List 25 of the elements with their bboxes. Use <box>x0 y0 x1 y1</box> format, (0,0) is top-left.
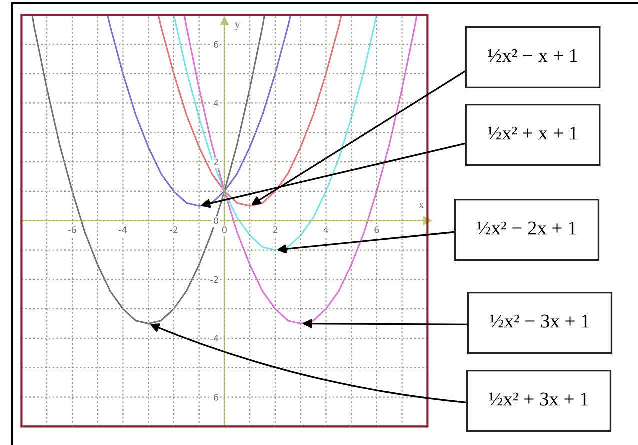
line-series <box>158 15 342 207</box>
y-tick-label: -2 <box>210 276 218 284</box>
x-axis-title: x <box>418 203 424 208</box>
x-tick-label: 4 <box>324 226 329 234</box>
y-tick-label: -6 <box>210 394 219 401</box>
x-tick-label: 0 <box>222 226 227 234</box>
y-tick-label: 6 <box>214 41 219 48</box>
annotation: ½x² + x + 1 <box>488 126 578 140</box>
annotation: ½x² − x + 1 <box>488 49 578 62</box>
x-tick-label: -4 <box>119 226 128 234</box>
y-tick-label: 4 <box>214 100 219 107</box>
x-tick-label: -2 <box>170 226 178 234</box>
line-series <box>184 15 418 325</box>
x-tick-label: -6 <box>68 226 76 234</box>
y-tick-label: 2 <box>214 158 218 166</box>
line-series <box>32 15 266 325</box>
annotation: ½x² − 2x + 1 <box>477 222 576 235</box>
x-tick-label: 2 <box>273 226 278 234</box>
y-tick-label: -4 <box>210 335 219 342</box>
annotation: ½x² + 3x + 1 <box>489 392 588 406</box>
y-tick-label: 0 <box>214 218 219 224</box>
x-tick-label: 6 <box>374 226 380 234</box>
y-axis-title: y <box>234 22 240 30</box>
annotation: ½x² − 3x + 1 <box>490 314 590 328</box>
line-series <box>106 15 292 207</box>
